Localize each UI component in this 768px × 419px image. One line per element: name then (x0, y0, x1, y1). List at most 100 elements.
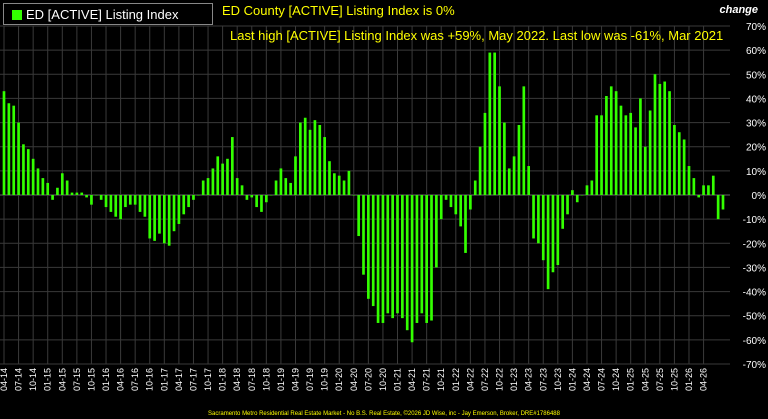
y-tick-label: 50% (746, 70, 766, 81)
bar (31, 158, 35, 195)
bar (187, 195, 190, 208)
x-tick-label: 01-17 (159, 368, 169, 391)
bar (507, 168, 511, 195)
x-tick-label: 10-23 (553, 368, 563, 391)
x-tick-label: 04-23 (524, 368, 534, 391)
bar (371, 195, 375, 307)
x-tick-label: 01-24 (567, 368, 577, 391)
bar (70, 192, 74, 195)
bar (124, 195, 127, 208)
bar (51, 195, 54, 200)
bar (12, 105, 16, 195)
x-tick-label: 07-16 (130, 368, 140, 391)
bar (201, 180, 205, 195)
x-tick-label: 07-17 (188, 368, 198, 391)
bar (128, 195, 132, 205)
bar (439, 195, 443, 220)
bar (580, 195, 584, 196)
bar (503, 122, 506, 195)
bar (566, 195, 569, 215)
bar (653, 74, 657, 195)
bar (590, 180, 594, 195)
bar (658, 83, 662, 195)
bar (517, 124, 521, 195)
y-axis-ticks: 70% 60% 50% 40% 30% 20% 10% 0% -10% -20% -30% -40% -… (743, 22, 766, 371)
x-tick-label: 07-23 (538, 368, 548, 391)
bar (347, 170, 351, 195)
bar (537, 195, 540, 244)
x-tick-label: 10-18 (261, 368, 271, 391)
x-tick-label: 01-16 (101, 368, 111, 391)
bar (294, 156, 297, 195)
bar (313, 120, 317, 195)
bar (512, 156, 516, 195)
bar (333, 173, 336, 195)
bar (376, 195, 380, 323)
bar (381, 195, 385, 323)
x-tick-label: 04-22 (465, 368, 475, 391)
x-tick-label: 04-14 (0, 368, 9, 391)
bar (716, 195, 720, 220)
x-tick-label: 07-25 (655, 368, 665, 391)
x-tick-label: 04-20 (349, 368, 359, 391)
bar (527, 166, 531, 195)
bar (211, 168, 215, 195)
x-tick-label: 10-15 (86, 368, 96, 391)
x-tick-label: 07-20 (363, 368, 373, 391)
x-tick-label: 10-14 (28, 368, 38, 391)
bar (396, 195, 399, 314)
bar (328, 161, 331, 195)
bar (265, 195, 268, 203)
x-tick-label: 07-18 (247, 368, 257, 391)
bar (600, 115, 603, 195)
bar (585, 185, 589, 195)
bar (167, 195, 171, 246)
bar (367, 195, 370, 299)
x-tick-label: 10-20 (378, 368, 388, 391)
bar (575, 195, 579, 203)
bar (17, 122, 20, 195)
bar (226, 158, 229, 195)
bar (255, 195, 258, 208)
bar (420, 195, 424, 314)
y-tick-label: 40% (746, 94, 766, 105)
bar (26, 149, 30, 195)
x-tick-label: 04-18 (232, 368, 242, 391)
y-tick-label: 30% (746, 119, 766, 130)
x-tick-label: 10-19 (320, 368, 330, 391)
bar (721, 195, 725, 210)
x-axis-ticks: 04-14 07-14 10-14 01-15 04-15 07-15 10-15 01-16… (0, 368, 709, 391)
bar (522, 86, 526, 195)
x-tick-label: 04-19 (290, 368, 300, 391)
bar (692, 178, 696, 195)
footer-credit: Sacramento Metro Residential Real Estate… (208, 411, 560, 417)
x-tick-label: 01-18 (218, 368, 228, 391)
y-tick-label: -50% (743, 312, 766, 323)
y-tick-label: 20% (746, 143, 766, 154)
bar (605, 96, 608, 195)
bar (245, 195, 249, 200)
bar (405, 195, 409, 331)
bar (260, 195, 263, 212)
x-tick-label: 04-21 (407, 368, 417, 391)
bar (556, 195, 560, 266)
y-tick-label: -20% (743, 239, 766, 250)
bar (75, 192, 79, 195)
bar (449, 195, 453, 208)
bar (663, 81, 667, 195)
legend-label: ED [ACTIVE] Listing Index (26, 7, 179, 22)
bar (488, 52, 492, 196)
x-tick-label: 07-14 (14, 368, 24, 391)
bar (561, 195, 565, 229)
x-tick-label: 07-15 (72, 368, 82, 391)
bar (182, 195, 186, 215)
bar (624, 115, 628, 195)
bar (269, 195, 273, 196)
bar (85, 195, 88, 198)
x-tick-label: 10-21 (436, 368, 446, 391)
bar (192, 195, 195, 200)
bar (114, 195, 118, 217)
bar (162, 195, 166, 244)
x-tick-label: 04-24 (582, 368, 592, 391)
